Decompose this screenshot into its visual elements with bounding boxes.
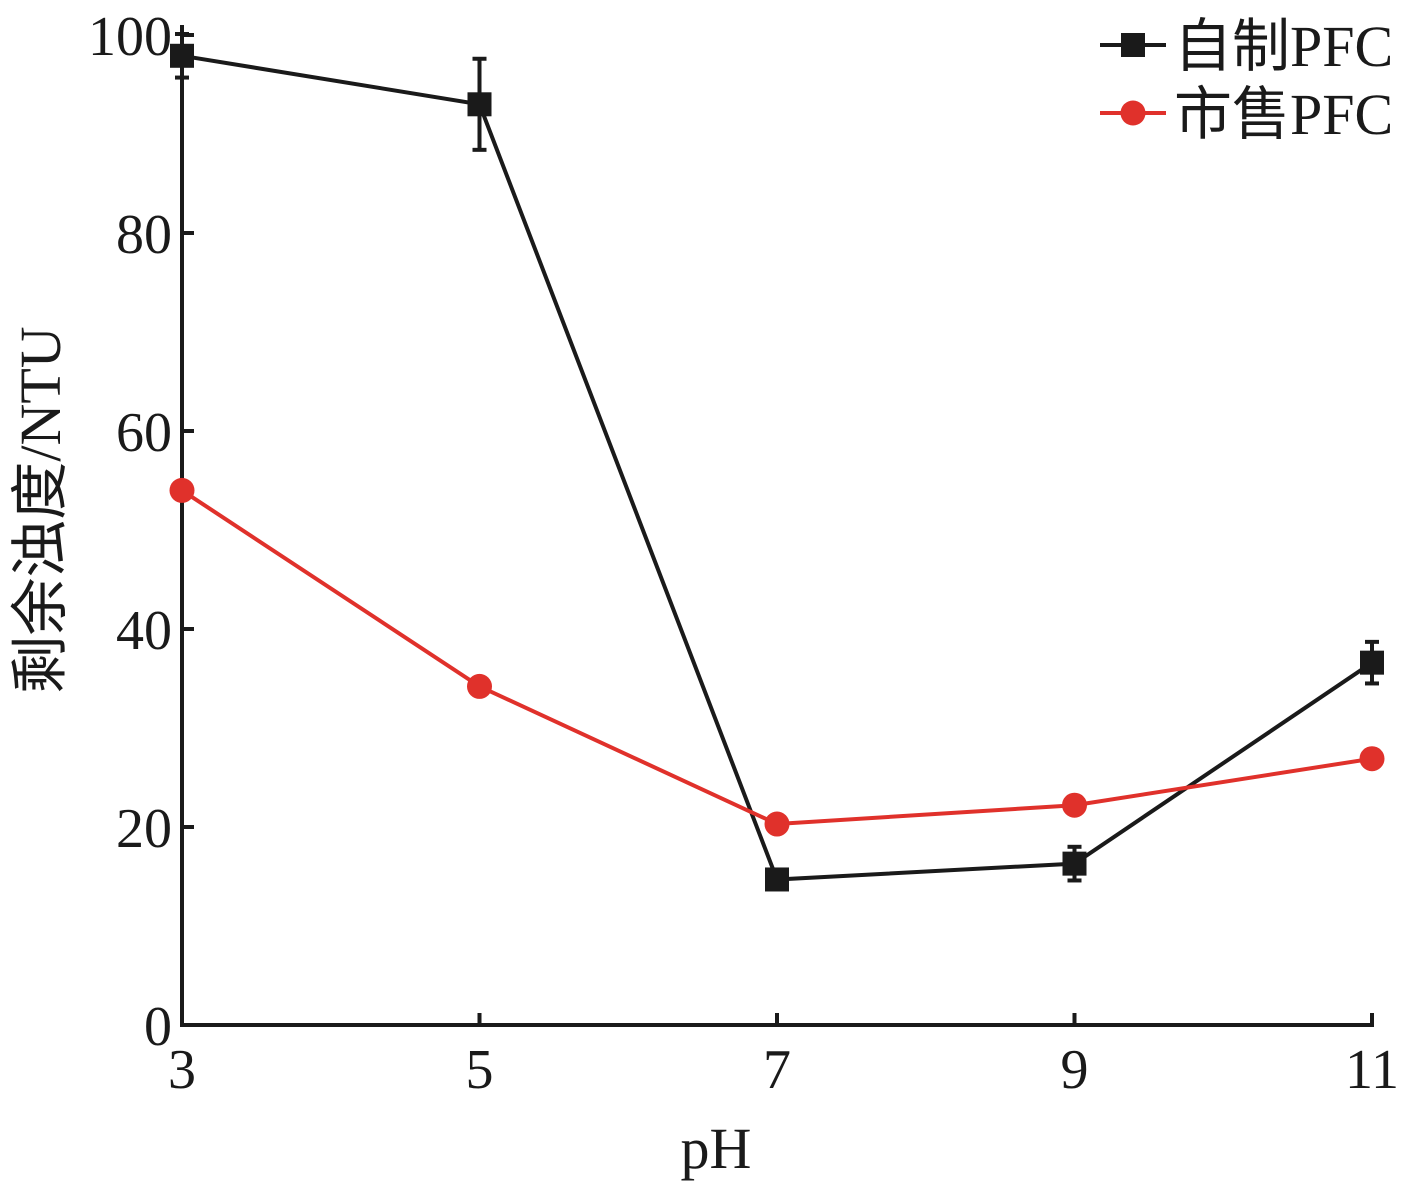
legend-circle-marker <box>1120 100 1146 126</box>
y-ticks: 0 20 40 60 80 100 <box>88 6 194 1058</box>
y-axis-title: 剩余浊度/NTU <box>8 326 73 693</box>
y-tick-label: 60 <box>116 402 172 464</box>
square-marker <box>467 92 492 117</box>
y-tick-label: 100 <box>88 6 172 68</box>
circle-marker <box>467 673 492 699</box>
y-tick-label: 20 <box>116 798 172 860</box>
legend-label: 市售PFC <box>1174 82 1393 147</box>
circle-marker <box>1062 792 1087 818</box>
legend-item-2: 市售PFC <box>1100 82 1393 147</box>
circle-marker <box>1359 746 1385 772</box>
square-marker <box>765 867 789 892</box>
series-2 <box>169 477 1385 837</box>
square-marker <box>1062 851 1087 876</box>
x-axis-title: pH <box>681 1116 752 1181</box>
x-tick-label: 5 <box>466 1039 494 1101</box>
x-tick-label: 7 <box>763 1039 791 1101</box>
x-tick-label: 3 <box>168 1039 196 1101</box>
y-tick-label: 40 <box>116 600 172 662</box>
y-tick-label: 80 <box>116 204 172 266</box>
x-tick-label: 9 <box>1061 1039 1089 1101</box>
legend-item-1: 自制PFC <box>1100 14 1393 79</box>
legend-square-marker <box>1121 33 1145 57</box>
series-line <box>181 53 1374 882</box>
series-1 <box>170 32 1384 892</box>
square-marker <box>1360 650 1384 675</box>
square-marker <box>170 43 194 68</box>
legend-label: 自制PFC <box>1174 14 1393 79</box>
series-line <box>180 488 1373 827</box>
series-layer <box>169 32 1385 892</box>
circle-marker <box>764 811 790 837</box>
y-tick-label: 0 <box>144 996 172 1058</box>
x-tick-label: 11 <box>1345 1039 1399 1101</box>
x-ticks: 3 5 7 9 11 <box>168 1013 1399 1101</box>
circle-marker <box>169 477 195 503</box>
